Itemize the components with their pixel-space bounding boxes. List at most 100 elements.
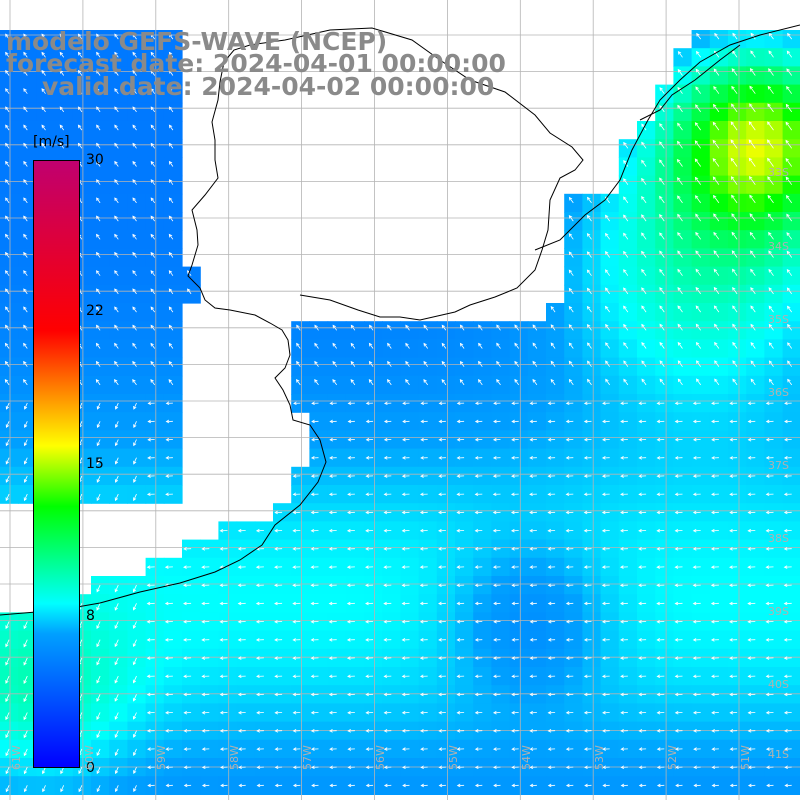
wind-cell — [618, 248, 638, 268]
wind-arrow — [114, 124, 119, 131]
wind-arrow — [168, 251, 174, 258]
wind-arrow — [474, 583, 483, 588]
wind-cell — [91, 48, 110, 67]
wind-arrow — [583, 692, 592, 697]
wind-arrow — [165, 710, 173, 715]
wind-arrow — [765, 547, 774, 551]
wind-cell — [491, 430, 511, 450]
wind-cell — [236, 667, 256, 686]
colorbar-tick-8: 8 — [86, 608, 95, 624]
wind-arrow — [729, 710, 738, 715]
wind-cell — [709, 685, 729, 704]
wind-arrow — [401, 692, 410, 697]
wind-arrow — [784, 765, 792, 770]
wind-cell — [618, 230, 638, 249]
wind-arrow — [695, 68, 702, 76]
wind-arrow — [711, 474, 719, 478]
wind-arrow — [602, 710, 610, 715]
wind-arrow — [438, 692, 446, 697]
wind-cell — [254, 539, 274, 559]
wind-arrow — [114, 657, 119, 666]
wind-arrow — [220, 765, 228, 770]
wind-arrow — [768, 250, 774, 258]
wind-cell — [582, 466, 602, 486]
wind-arrow — [638, 492, 647, 497]
wind-cell — [382, 466, 401, 486]
wind-arrow — [383, 492, 392, 497]
wind-arrow — [456, 456, 465, 460]
wind-arrow — [674, 638, 683, 642]
wind-cell — [91, 339, 110, 359]
wind-cell — [509, 630, 529, 650]
wind-arrow — [765, 419, 774, 424]
wind-arrow — [656, 565, 665, 569]
wind-arrow — [459, 342, 465, 349]
wind-cell — [327, 448, 347, 468]
wind-cell — [655, 612, 674, 632]
wind-arrow — [729, 401, 738, 406]
wind-arrow — [383, 437, 392, 442]
wind-arrow — [748, 139, 756, 149]
wind-cell — [163, 648, 183, 668]
wind-cell — [327, 594, 347, 613]
wind-arrows — [4, 32, 793, 793]
wind-cell — [345, 685, 365, 704]
wind-arrow — [747, 528, 756, 533]
wind-arrow — [23, 694, 28, 703]
wind-arrow — [146, 729, 155, 733]
wind-arrow — [456, 401, 465, 406]
wind-arrow — [474, 710, 483, 715]
wind-arrow — [383, 656, 392, 660]
wind-cell — [254, 557, 274, 577]
wind-arrow — [765, 510, 774, 515]
wind-cell — [291, 630, 310, 650]
wind-arrow — [423, 360, 429, 367]
wind-arrow — [711, 729, 719, 733]
wind-cell — [327, 466, 347, 486]
wind-arrow — [787, 32, 793, 40]
wind-cell — [54, 84, 74, 104]
wind-cell — [600, 193, 620, 213]
wind-arrow — [547, 510, 556, 515]
colorbar-tick-15: 15 — [86, 456, 104, 472]
wind-cell — [691, 412, 711, 431]
wind-arrow — [710, 638, 719, 642]
wind-cell — [236, 539, 256, 559]
wind-arrow — [529, 765, 537, 770]
wind-cell — [145, 430, 165, 450]
wind-arrow — [732, 287, 738, 295]
wind-arrow — [165, 456, 173, 460]
wind-arrow — [150, 69, 156, 76]
wind-cell — [218, 739, 238, 759]
wind-arrow — [547, 710, 556, 715]
wind-cell — [364, 667, 383, 686]
wind-arrow — [747, 456, 756, 460]
wind-arrow — [693, 747, 701, 751]
wind-cell — [182, 758, 201, 777]
wind-cell — [728, 248, 747, 268]
wind-arrow — [274, 638, 283, 642]
wind-arrow — [114, 475, 119, 483]
wind-arrow — [677, 68, 683, 76]
wind-arrow — [329, 783, 337, 788]
wind-cell — [782, 375, 800, 395]
wind-cell — [618, 648, 638, 668]
wind-cell — [709, 721, 729, 741]
wind-cell — [218, 594, 238, 613]
wind-cell — [746, 375, 765, 395]
wind-cell — [145, 485, 165, 504]
wind-arrow — [132, 142, 137, 149]
wind-cell — [436, 721, 456, 741]
wind-cell — [618, 193, 638, 213]
wind-cell — [109, 339, 128, 359]
wind-arrow — [256, 765, 264, 770]
wind-cell — [0, 266, 19, 286]
wind-arrow — [583, 729, 592, 733]
wind-cell — [236, 721, 256, 741]
wind-arrow — [77, 88, 83, 94]
wind-cell — [163, 612, 183, 632]
wind-arrow — [605, 342, 611, 349]
wind-arrow — [586, 251, 592, 258]
wind-arrow — [786, 86, 793, 94]
wind-cell — [582, 212, 602, 231]
